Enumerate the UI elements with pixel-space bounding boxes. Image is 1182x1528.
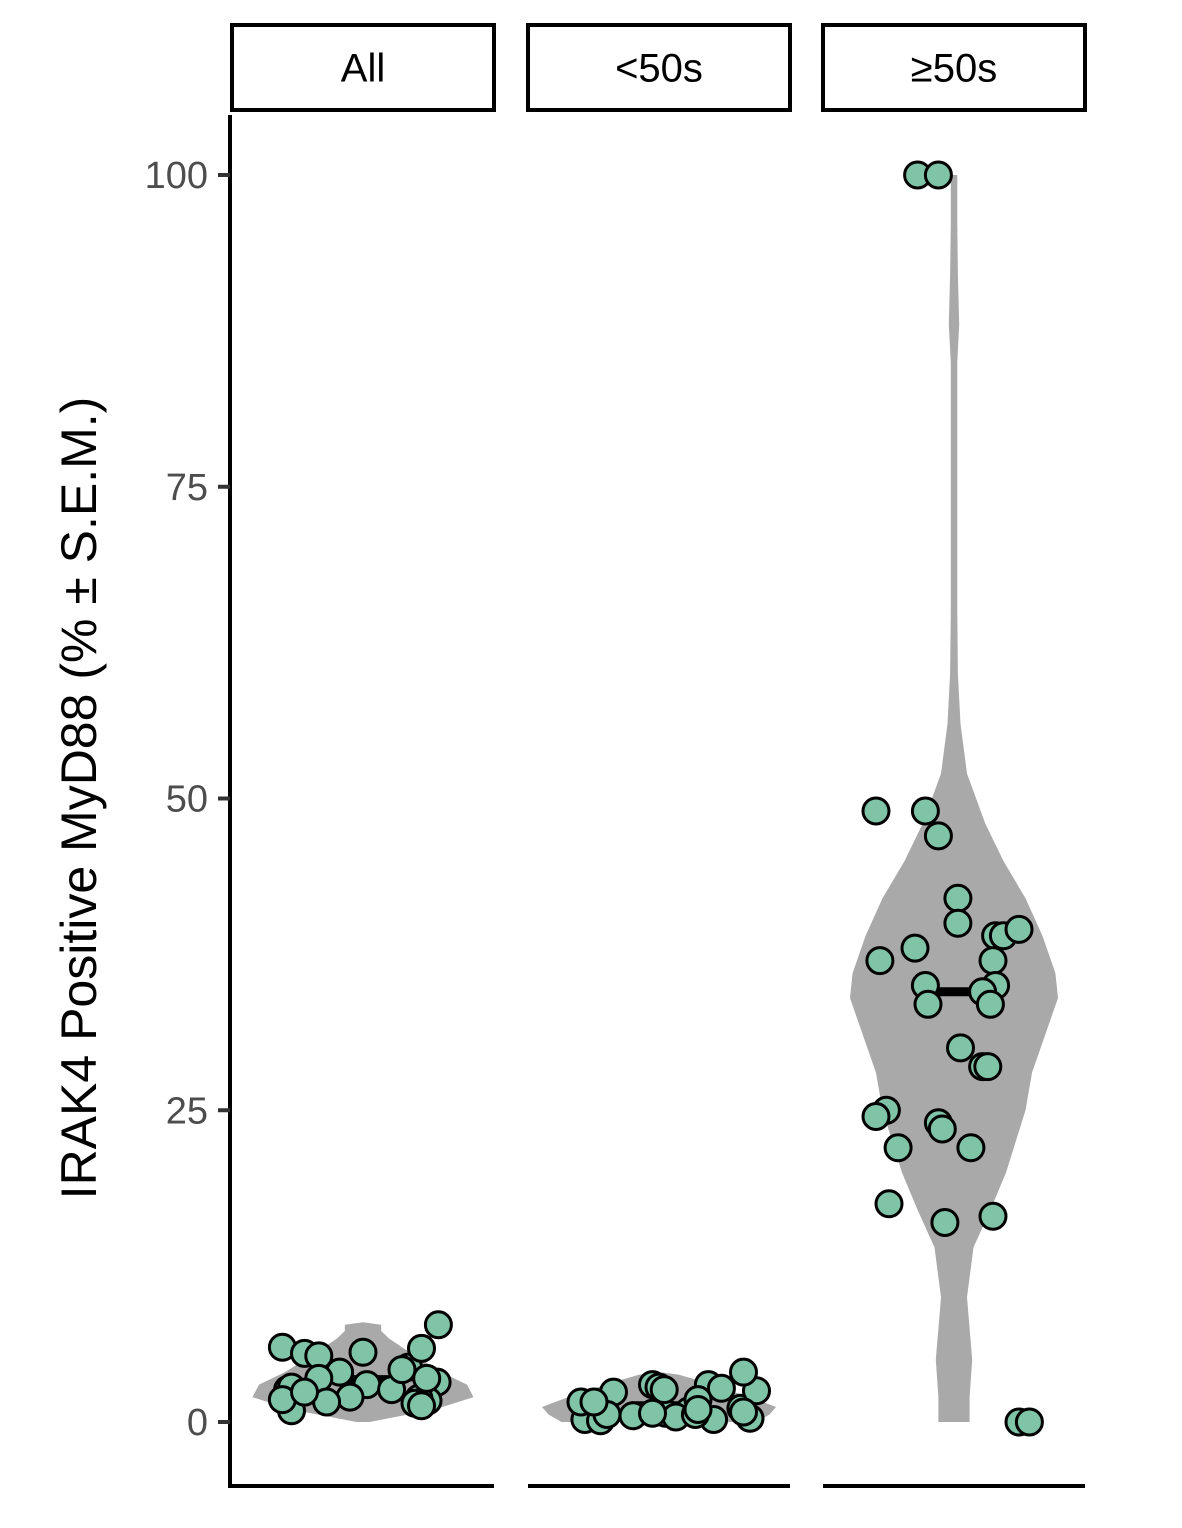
data-point <box>975 989 1005 1019</box>
facet-strips: All <50s ≥50s <box>230 23 1087 112</box>
facet-strip-box <box>526 23 792 112</box>
data-point <box>927 1114 957 1144</box>
data-point <box>412 1363 442 1393</box>
axes: 0 25 50 75 100 <box>145 115 1085 1488</box>
data-point <box>861 796 891 826</box>
facet-strip-box <box>821 23 1087 112</box>
violin-layer <box>252 175 1058 1422</box>
violin-shape <box>850 175 1058 1422</box>
data-point <box>978 1201 1008 1231</box>
data-point <box>861 1102 891 1131</box>
data-point <box>348 1337 378 1367</box>
facet-strip-label: ≥50s <box>911 47 997 91</box>
y-tick-label: 25 <box>166 1090 208 1132</box>
data-point <box>910 796 940 826</box>
data-point <box>883 1133 913 1163</box>
y-axis-title: IRAK4 Positive MyD88 (% ± S.E.M.) <box>51 397 107 1200</box>
data-point <box>706 1373 736 1403</box>
data-point <box>729 1357 758 1387</box>
data-point <box>923 821 953 851</box>
data-point <box>900 933 930 963</box>
data-point <box>423 1310 453 1340</box>
data-point <box>923 160 953 190</box>
data-point <box>978 946 1008 976</box>
point-layer <box>267 160 1044 1437</box>
data-point <box>973 1052 1003 1082</box>
y-tick-label: 75 <box>166 467 208 509</box>
data-point <box>943 883 973 913</box>
data-point <box>649 1375 679 1405</box>
y-tick-label: 100 <box>145 155 208 197</box>
data-point <box>1014 1407 1044 1437</box>
data-point <box>729 1397 758 1427</box>
data-point <box>407 1391 436 1421</box>
data-point <box>407 1333 436 1363</box>
data-point <box>335 1382 365 1412</box>
data-point <box>913 989 943 1019</box>
facet-strip-box <box>230 23 496 112</box>
data-point <box>387 1355 417 1385</box>
data-point <box>290 1377 319 1407</box>
y-tick-label: 50 <box>166 779 208 821</box>
data-point <box>946 1033 975 1063</box>
data-point <box>638 1398 667 1428</box>
facet-strip-label: <50s <box>615 47 703 91</box>
data-point <box>865 946 895 976</box>
data-point <box>956 1133 986 1163</box>
data-point <box>1004 914 1034 944</box>
data-point <box>930 1208 960 1237</box>
data-point <box>943 908 973 938</box>
data-point <box>874 1189 904 1219</box>
data-point <box>683 1395 713 1424</box>
y-tick-label: 0 <box>187 1402 208 1444</box>
data-point <box>579 1387 609 1417</box>
facet-strip-label: All <box>341 47 385 91</box>
